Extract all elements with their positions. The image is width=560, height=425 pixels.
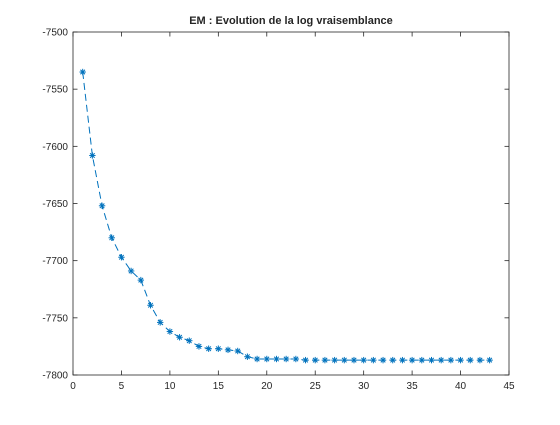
data-point [437,356,445,364]
y-tick-label: -7650 [42,199,68,210]
data-point [195,343,203,350]
data-point [292,355,300,363]
y-tick-label: -7500 [42,28,68,39]
plot-area [72,31,510,376]
y-tick-label: -7800 [42,371,68,382]
data-point [118,254,125,261]
data-point [341,356,348,364]
x-tick-label: 40 [455,381,467,392]
data-point [147,302,154,309]
data-point [215,345,222,352]
data-point [282,355,290,363]
x-tick-label: 35 [407,381,419,392]
data-point [321,356,329,364]
data-point [273,355,280,363]
data-point [408,356,416,364]
x-tick-label: 30 [358,381,370,392]
data-point [447,356,455,364]
data-point [331,356,338,364]
x-tick-label: 25 [310,381,322,392]
x-tick-label: 45 [503,381,515,392]
axis-ticks [72,31,510,376]
data-point [79,68,86,76]
data-point [312,356,319,364]
x-axis-tick-labels: 0 5 10 15 20 25 30 35 40 45 [70,381,515,392]
chart-title: EM : Evolution de la log vraisemblance [189,15,393,27]
x-tick-label: 15 [213,381,225,392]
data-point [234,347,241,355]
data-point [476,356,484,364]
data-point [263,355,270,363]
x-tick-label: 5 [119,381,125,392]
y-tick-label: -7600 [42,142,68,153]
data-point [89,152,96,159]
data-point [418,356,425,364]
data-point [360,356,367,364]
x-tick-label: 10 [164,381,176,392]
data-point [350,356,358,364]
data-point [244,353,251,360]
x-tick-label: 20 [261,381,273,392]
y-tick-label: -7550 [42,85,68,96]
data-point [370,356,377,364]
data-point [467,356,474,364]
y-axis-tick-labels: -7500 -7550 -7600 -7650 -7700 -7750 -7800 [42,28,68,382]
y-tick-label: -7700 [42,256,68,267]
data-point [137,276,145,284]
data-point [302,356,309,364]
series-markers [79,68,493,364]
data-point [389,356,396,364]
y-tick-label: -7750 [42,313,68,324]
data-point [253,355,261,363]
data-point [186,337,193,344]
data-point [127,267,135,275]
data-point [428,356,435,364]
data-point [457,356,464,364]
data-point [98,202,106,209]
data-point [176,334,183,341]
data-point [157,319,164,326]
data-point [379,356,387,364]
data-point [108,234,115,241]
data-point [486,356,493,364]
data-point [205,345,212,352]
data-point [399,356,406,364]
data-point [224,346,232,354]
x-tick-label: 0 [70,381,76,392]
data-point [166,328,174,335]
